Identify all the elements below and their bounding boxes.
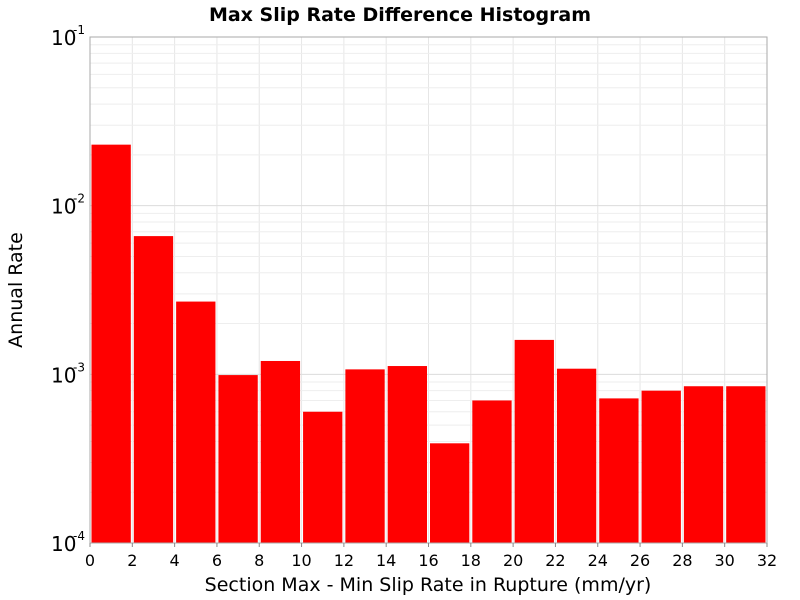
- x-tick-label: 24: [588, 551, 608, 570]
- histogram-bar: [387, 366, 427, 543]
- histogram-bar: [303, 411, 343, 543]
- histogram-bar: [218, 375, 258, 543]
- histogram-bar: [556, 368, 597, 543]
- chart-title: Max Slip Rate Difference Histogram: [209, 4, 591, 26]
- x-tick-label: 30: [715, 551, 735, 570]
- histogram-bar: [641, 390, 681, 543]
- x-tick-label: 28: [672, 551, 692, 570]
- x-tick-label: 6: [212, 551, 222, 570]
- histogram-bar: [345, 369, 385, 543]
- histogram-bar: [133, 236, 174, 544]
- x-tick-label: 12: [334, 551, 354, 570]
- x-tick-label: 0: [85, 551, 95, 570]
- x-tick-label: 20: [503, 551, 523, 570]
- histogram-bar: [683, 386, 724, 543]
- y-tick-exponent: -2: [73, 192, 85, 206]
- histogram-bar: [472, 400, 512, 543]
- x-tick-label: 32: [757, 551, 777, 570]
- histogram-bar: [91, 144, 131, 543]
- bars: [91, 144, 766, 544]
- x-tick-label: 4: [170, 551, 180, 570]
- histogram-bar: [514, 339, 554, 543]
- y-axis-ticks: 10-110-210-310-4: [51, 23, 85, 556]
- y-tick-label: 10-3: [51, 360, 85, 387]
- y-tick-base: 10: [51, 532, 76, 556]
- y-tick-label: 10-2: [51, 192, 85, 219]
- y-tick-label: 10-1: [51, 23, 85, 50]
- y-tick-label: 10-4: [51, 529, 85, 556]
- x-tick-label: 18: [461, 551, 481, 570]
- histogram-bar: [726, 386, 766, 543]
- histogram-bar: [260, 360, 301, 543]
- x-tick-label: 10: [291, 551, 311, 570]
- x-tick-label: 26: [630, 551, 650, 570]
- histogram-bar: [430, 443, 470, 543]
- histogram-bar: [599, 398, 639, 543]
- y-axis-label: Annual Rate: [5, 232, 27, 348]
- y-tick-exponent: -4: [73, 529, 85, 543]
- y-tick-base: 10: [51, 26, 76, 50]
- x-tick-label: 22: [545, 551, 565, 570]
- x-tick-label: 14: [376, 551, 396, 570]
- x-axis-label: Section Max - Min Slip Rate in Rupture (…: [205, 574, 652, 596]
- x-tick-label: 2: [127, 551, 137, 570]
- y-tick-exponent: -1: [73, 23, 85, 37]
- x-axis-ticks: 0 2 4 6 8 10 12 14 16 18 20 22 24 26 28 30 32: [85, 543, 777, 570]
- x-tick-label: 16: [418, 551, 438, 570]
- y-tick-base: 10: [51, 363, 76, 387]
- histogram-bar: [176, 301, 216, 543]
- x-tick-label: 8: [254, 551, 264, 570]
- y-tick-base: 10: [51, 195, 76, 219]
- y-tick-exponent: -3: [73, 360, 85, 374]
